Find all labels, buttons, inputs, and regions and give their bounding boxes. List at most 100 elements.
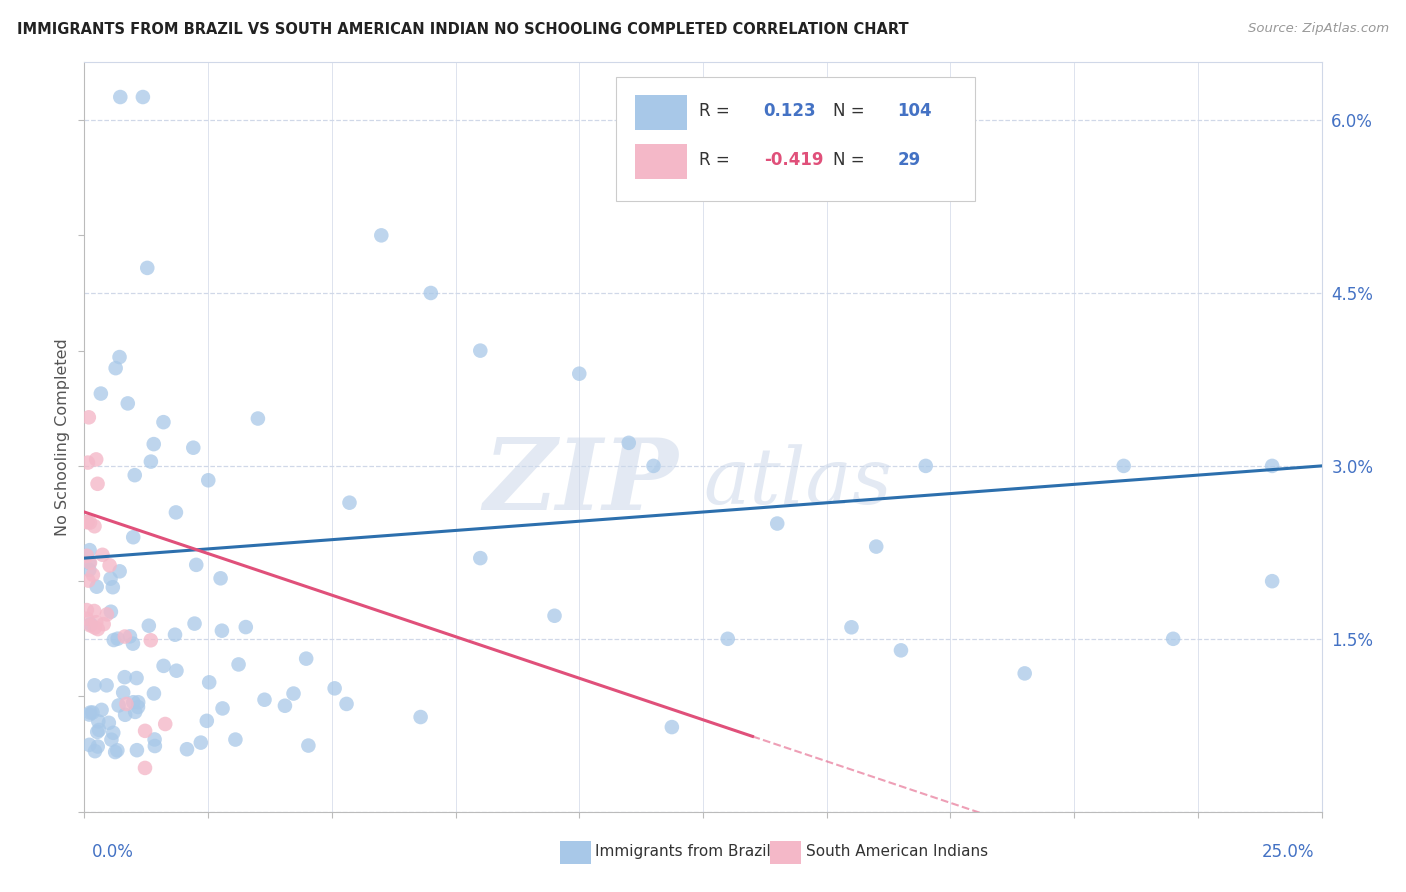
FancyBboxPatch shape [636, 95, 688, 130]
Point [76, 549, 98, 563]
Point [76, 603, 98, 617]
FancyBboxPatch shape [636, 145, 688, 178]
Point [76, 515, 98, 529]
Text: R =: R = [699, 151, 730, 169]
Point [79, 516, 101, 530]
Point [841, 620, 863, 634]
Point [865, 540, 887, 554]
Point [183, 616, 205, 631]
Point [76, 612, 98, 626]
Point [83, 678, 105, 692]
Point [118, 629, 141, 643]
FancyBboxPatch shape [616, 78, 976, 201]
Point [79, 556, 101, 570]
Point [122, 637, 145, 651]
Point [87, 622, 110, 636]
Point [142, 686, 165, 700]
Point [176, 742, 198, 756]
Point [617, 435, 640, 450]
Point [190, 736, 212, 750]
Point [246, 411, 269, 425]
Point [79, 563, 101, 577]
Text: 0.0%: 0.0% [91, 843, 134, 861]
Point [139, 633, 162, 648]
Point [104, 745, 127, 759]
Point [77, 410, 100, 425]
Point [152, 415, 174, 429]
Point [108, 565, 131, 579]
Point [142, 437, 165, 451]
Point [122, 530, 145, 544]
Point [90, 386, 112, 401]
Point [195, 714, 218, 728]
Point [543, 608, 565, 623]
Text: N =: N = [832, 151, 865, 169]
Point [87, 739, 110, 754]
Point [166, 664, 188, 678]
Point [104, 361, 127, 376]
Point [93, 617, 115, 632]
Point [470, 551, 492, 566]
Point [79, 556, 101, 570]
Point [97, 715, 120, 730]
Text: Source: ZipAtlas.com: Source: ZipAtlas.com [1249, 22, 1389, 36]
Point [228, 657, 250, 672]
Point [127, 695, 149, 709]
Point [890, 643, 912, 657]
Point [717, 632, 740, 646]
Text: IMMIGRANTS FROM BRAZIL VS SOUTH AMERICAN INDIAN NO SCHOOLING COMPLETED CORRELATI: IMMIGRANTS FROM BRAZIL VS SOUTH AMERICAN… [17, 22, 908, 37]
Point [211, 624, 233, 638]
Point [370, 228, 392, 243]
Text: ZIP: ZIP [484, 434, 678, 530]
Point [1261, 458, 1284, 473]
Text: South American Indians: South American Indians [806, 845, 988, 859]
Point [84, 744, 107, 758]
Point [209, 571, 232, 585]
Point [136, 260, 159, 275]
Point [914, 458, 936, 473]
Point [98, 558, 121, 573]
Point [470, 343, 492, 358]
Point [100, 572, 122, 586]
Point [643, 458, 665, 473]
Point [79, 618, 101, 632]
Point [143, 739, 166, 753]
Point [79, 543, 101, 558]
Point [91, 548, 114, 562]
Point [82, 706, 104, 720]
Point [139, 454, 162, 468]
Point [1161, 632, 1184, 646]
Point [165, 505, 187, 519]
Point [335, 697, 357, 711]
Point [114, 670, 136, 684]
Point [138, 618, 160, 632]
Point [114, 630, 136, 644]
Text: -0.419: -0.419 [763, 151, 823, 169]
Point [1014, 666, 1036, 681]
Point [125, 671, 148, 685]
Point [83, 604, 105, 618]
Point [83, 621, 105, 635]
Point [125, 743, 148, 757]
Point [100, 605, 122, 619]
Point [112, 685, 135, 699]
Point [297, 739, 319, 753]
Point [79, 617, 101, 632]
Point [79, 738, 101, 752]
Text: 29: 29 [897, 151, 921, 169]
Y-axis label: No Schooling Completed: No Schooling Completed [55, 338, 70, 536]
Point [115, 697, 138, 711]
Point [114, 707, 136, 722]
Point [90, 703, 112, 717]
Point [87, 723, 110, 737]
Point [253, 692, 276, 706]
Point [100, 732, 122, 747]
Point [152, 658, 174, 673]
Point [143, 732, 166, 747]
Point [132, 90, 155, 104]
Point [83, 519, 105, 533]
Point [82, 567, 104, 582]
Point [181, 441, 204, 455]
Point [127, 700, 149, 714]
Point [96, 678, 118, 692]
